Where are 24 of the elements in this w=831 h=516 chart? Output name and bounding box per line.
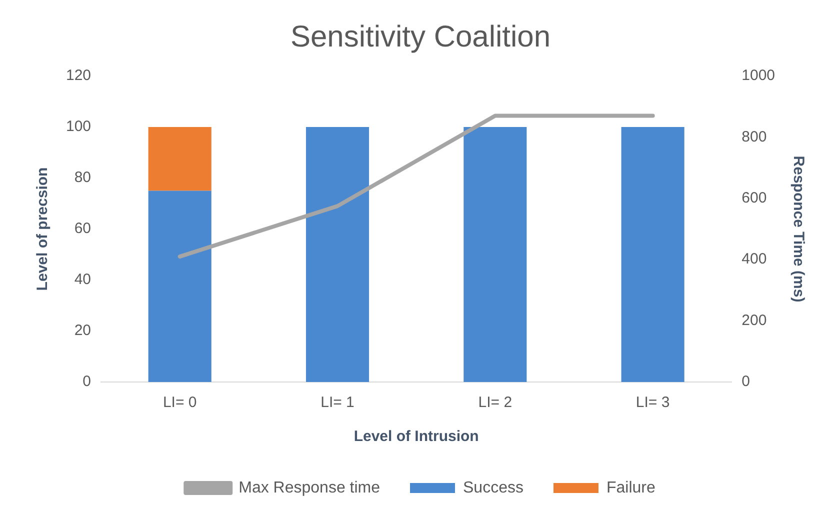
y2-tick-label: 200 <box>742 312 767 329</box>
x-tick-label: LI= 0 <box>162 394 197 412</box>
y-tick-label: 20 <box>74 322 92 340</box>
legend-label: Failure <box>606 479 656 496</box>
y2-tick-label: 600 <box>742 190 767 207</box>
legend-label: Success <box>463 479 524 496</box>
y-tick-label: 0 <box>82 373 92 390</box>
y2-tick-label: 1000 <box>742 67 776 84</box>
y-axis-title: Level of precsion <box>34 167 52 291</box>
chart-title: Sensitivity Coalition <box>290 20 551 54</box>
y-tick-label: 80 <box>74 169 92 186</box>
x-tick-label: LI= 3 <box>636 394 670 412</box>
x-tick-label: LI= 1 <box>320 394 354 412</box>
x-tick-label: LI= 2 <box>478 394 512 412</box>
y2-tick-label: 0 <box>742 373 750 390</box>
y2-axis-title: Responce Time (ms) <box>790 156 807 302</box>
y-tick-label: 120 <box>66 67 92 84</box>
x-axis-title: Level of Intrusion <box>354 428 479 446</box>
y-tick-label: 100 <box>66 118 92 136</box>
y-tick-label: 40 <box>74 271 92 288</box>
y-tick-label: 60 <box>74 220 92 238</box>
legend-label: Max Response time <box>238 479 380 496</box>
y2-tick-label: 400 <box>742 250 767 268</box>
y2-tick-label: 800 <box>742 128 767 146</box>
